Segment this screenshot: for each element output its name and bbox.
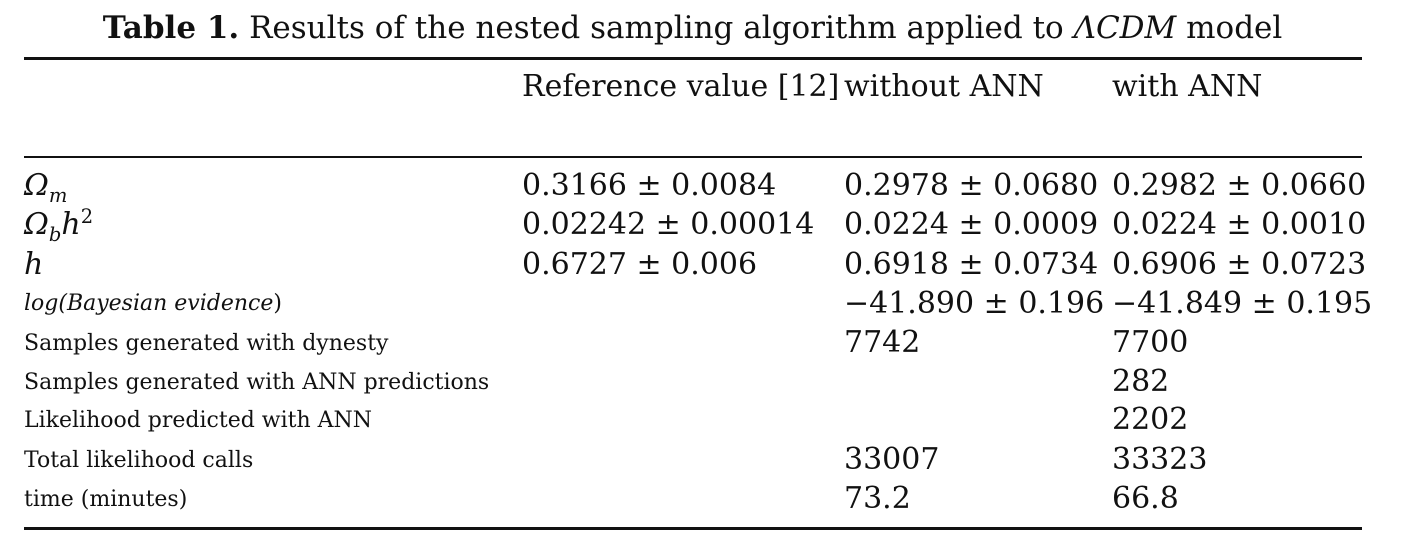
row-label-total-likelihood-calls: Total likelihood calls bbox=[24, 448, 254, 473]
cell-samples-dynesty-with: 7700 bbox=[1112, 325, 1189, 360]
header-without-ann: without ANN bbox=[844, 69, 1044, 104]
cell-omega-m-without: 0.2978 ± 0.0680 bbox=[844, 168, 1099, 203]
row-label-omega-b-h2: Ωbh2 bbox=[24, 205, 94, 246]
caption-model: ΛCDM bbox=[1073, 10, 1177, 46]
header-with-ann: with ANN bbox=[1112, 69, 1263, 104]
cell-samples-dynesty-without: 7742 bbox=[844, 325, 921, 360]
cell-omega-b-h2-with: 0.0224 ± 0.0010 bbox=[1112, 207, 1367, 242]
table-top-rule bbox=[24, 57, 1362, 60]
row-label-h: h bbox=[24, 247, 44, 282]
cell-omega-m-reference: 0.3166 ± 0.0084 bbox=[522, 168, 777, 203]
row-label-time-minutes: time (minutes) bbox=[24, 487, 188, 512]
cell-log-evidence-without: −41.890 ± 0.196 bbox=[844, 286, 1105, 321]
cell-time-without: 73.2 bbox=[844, 481, 911, 516]
cell-log-evidence-with: −41.849 ± 0.195 bbox=[1112, 286, 1373, 321]
header-reference-value: Reference value [12] bbox=[522, 69, 840, 104]
cell-h-reference: 0.6727 ± 0.006 bbox=[522, 247, 758, 282]
row-label-omega-m: Ωm bbox=[24, 168, 68, 207]
caption-text-after: model bbox=[1186, 10, 1283, 46]
row-label-samples-dynesty: Samples generated with dynesty bbox=[24, 331, 389, 356]
table-bottom-rule bbox=[24, 527, 1362, 530]
cell-total-calls-with: 33323 bbox=[1112, 442, 1208, 477]
cell-samples-ann-with: 282 bbox=[1112, 364, 1170, 399]
cell-time-with: 66.8 bbox=[1112, 481, 1179, 516]
table-caption: Table 1. Results of the nested sampling … bbox=[0, 8, 1385, 48]
row-label-likelihood-ann: Likelihood predicted with ANN bbox=[24, 408, 373, 433]
table-header-rule bbox=[24, 156, 1362, 158]
caption-text: Results of the nested sampling algorithm… bbox=[249, 10, 1064, 46]
cell-omega-m-with: 0.2982 ± 0.0660 bbox=[1112, 168, 1367, 203]
cell-total-calls-without: 33007 bbox=[844, 442, 940, 477]
cell-h-with: 0.6906 ± 0.0723 bbox=[1112, 247, 1367, 282]
cell-omega-b-h2-without: 0.0224 ± 0.0009 bbox=[844, 207, 1099, 242]
row-label-log-bayesian-evidence: log(Bayesian evidence) bbox=[24, 291, 282, 316]
cell-h-without: 0.6918 ± 0.0734 bbox=[844, 247, 1099, 282]
caption-label: Table 1. bbox=[102, 10, 240, 46]
cell-omega-b-h2-reference: 0.02242 ± 0.00014 bbox=[522, 207, 815, 242]
cell-likelihood-ann-with: 2202 bbox=[1112, 402, 1189, 437]
row-label-samples-ann: Samples generated with ANN predictions bbox=[24, 370, 490, 395]
